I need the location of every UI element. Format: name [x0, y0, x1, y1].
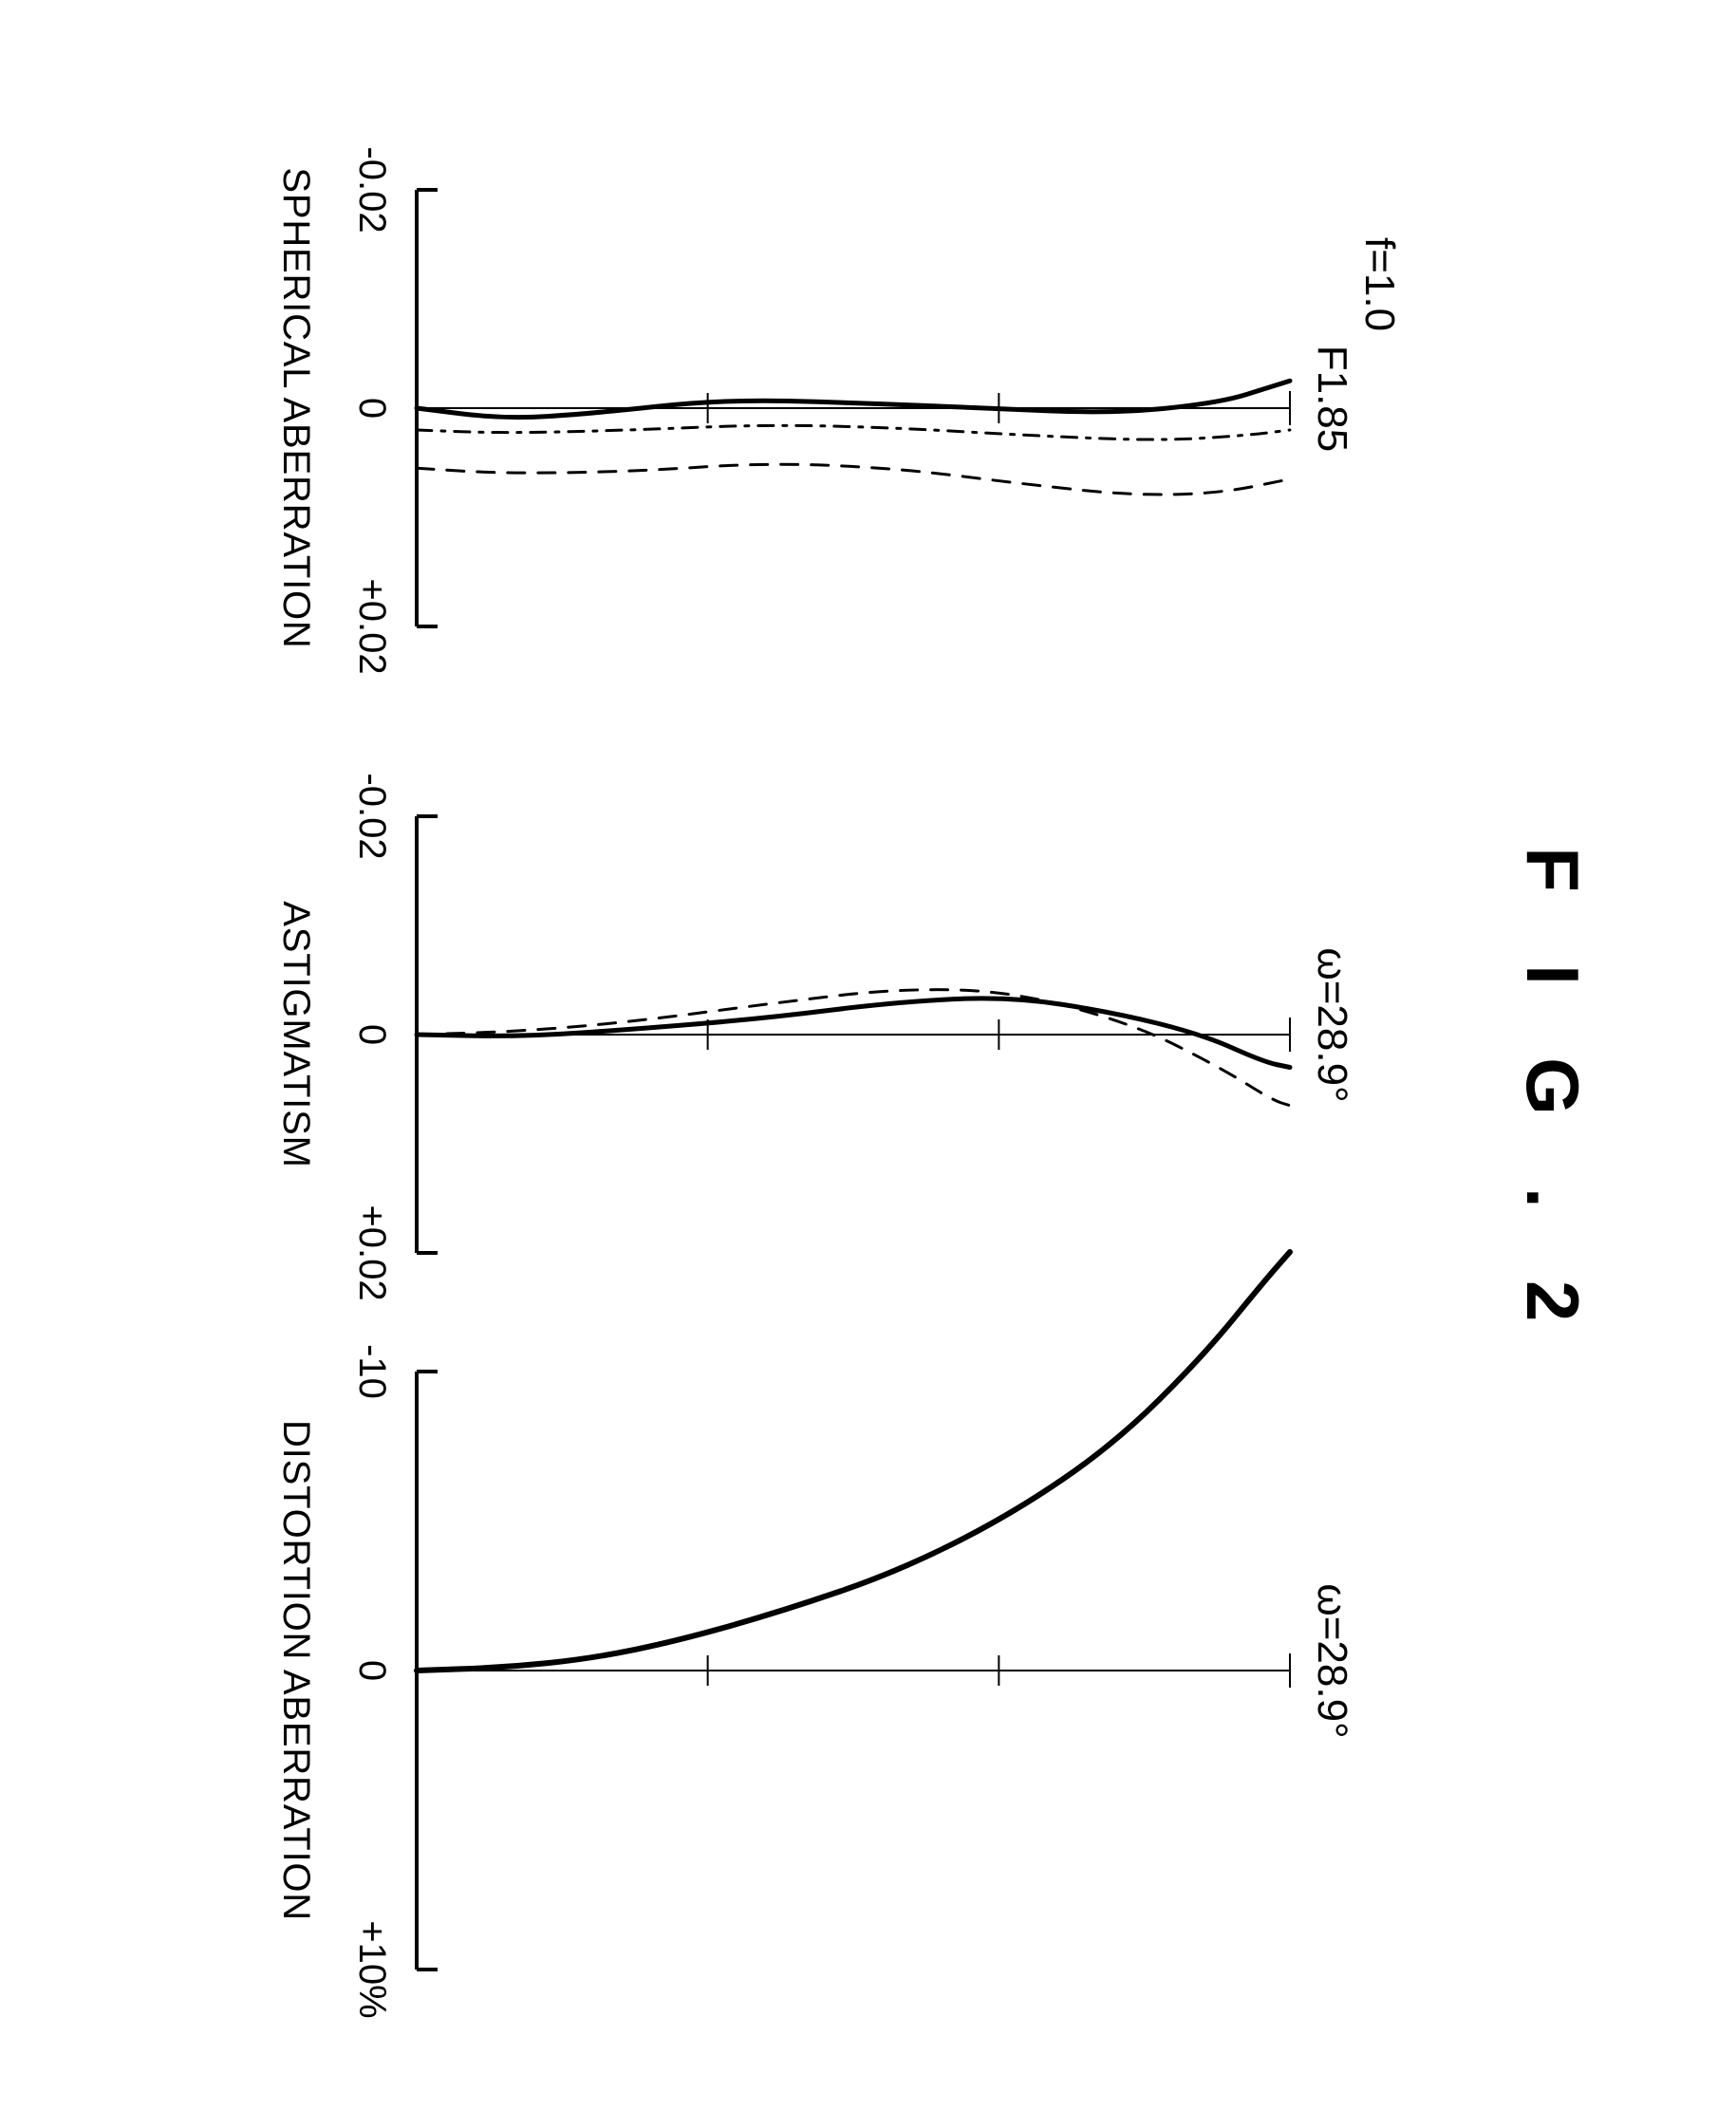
axis-label: ASTIGMATISM: [275, 901, 317, 1167]
x-tick-label: 0: [351, 1024, 393, 1045]
curve-solid: [417, 381, 1290, 417]
x-tick-label: 0: [351, 1660, 393, 1681]
curve-sagittal-solid: [417, 999, 1290, 1068]
x-tick-label: +0.02: [351, 578, 393, 674]
x-tick-label: +0.02: [351, 1204, 393, 1300]
curve-dashdot: [417, 425, 1290, 439]
x-tick-label: -10: [351, 1344, 393, 1399]
figure-svg: F I G . 2 f=1.0 -0.02 0 +0.02 SPHERICAL ABERR…: [0, 0, 1736, 2110]
axis-label: SPHERICAL ABERRATION: [275, 167, 317, 648]
x-tick-label: 0: [351, 398, 393, 419]
panel-astigmatism: -0.02 0 +0.02 ASTIGMATISM ω=28.9°: [275, 773, 1355, 1300]
x-tick-label: +10%: [351, 1920, 393, 2018]
figure-title: F I G . 2: [1511, 847, 1595, 1347]
curve-distortion: [417, 1252, 1290, 1671]
page: F I G . 2 f=1.0 -0.02 0 +0.02 SPHERICAL ABERR…: [0, 0, 1736, 2110]
panel-spherical: -0.02 0 +0.02 SPHERICAL ABERRATION F1.85: [275, 146, 1355, 674]
aberration-figure: F I G . 2 f=1.0 -0.02 0 +0.02 SPHERICAL ABERR…: [0, 0, 1736, 2110]
panel-distortion: -10 0 +10% DISTORTION ABERRATION ω=28.9°: [275, 1252, 1355, 2019]
axis-label: DISTORTION ABERRATION: [275, 1420, 317, 1921]
curve-dashed: [417, 464, 1290, 495]
panel-title: F1.85: [1309, 345, 1355, 453]
panel-title: ω=28.9°: [1309, 1583, 1355, 1738]
x-tick-label: -0.02: [351, 773, 393, 859]
panel-title: ω=28.9°: [1309, 947, 1355, 1102]
x-tick-label: -0.02: [351, 146, 393, 233]
figure-subtitle: f=1.0: [1356, 237, 1403, 331]
